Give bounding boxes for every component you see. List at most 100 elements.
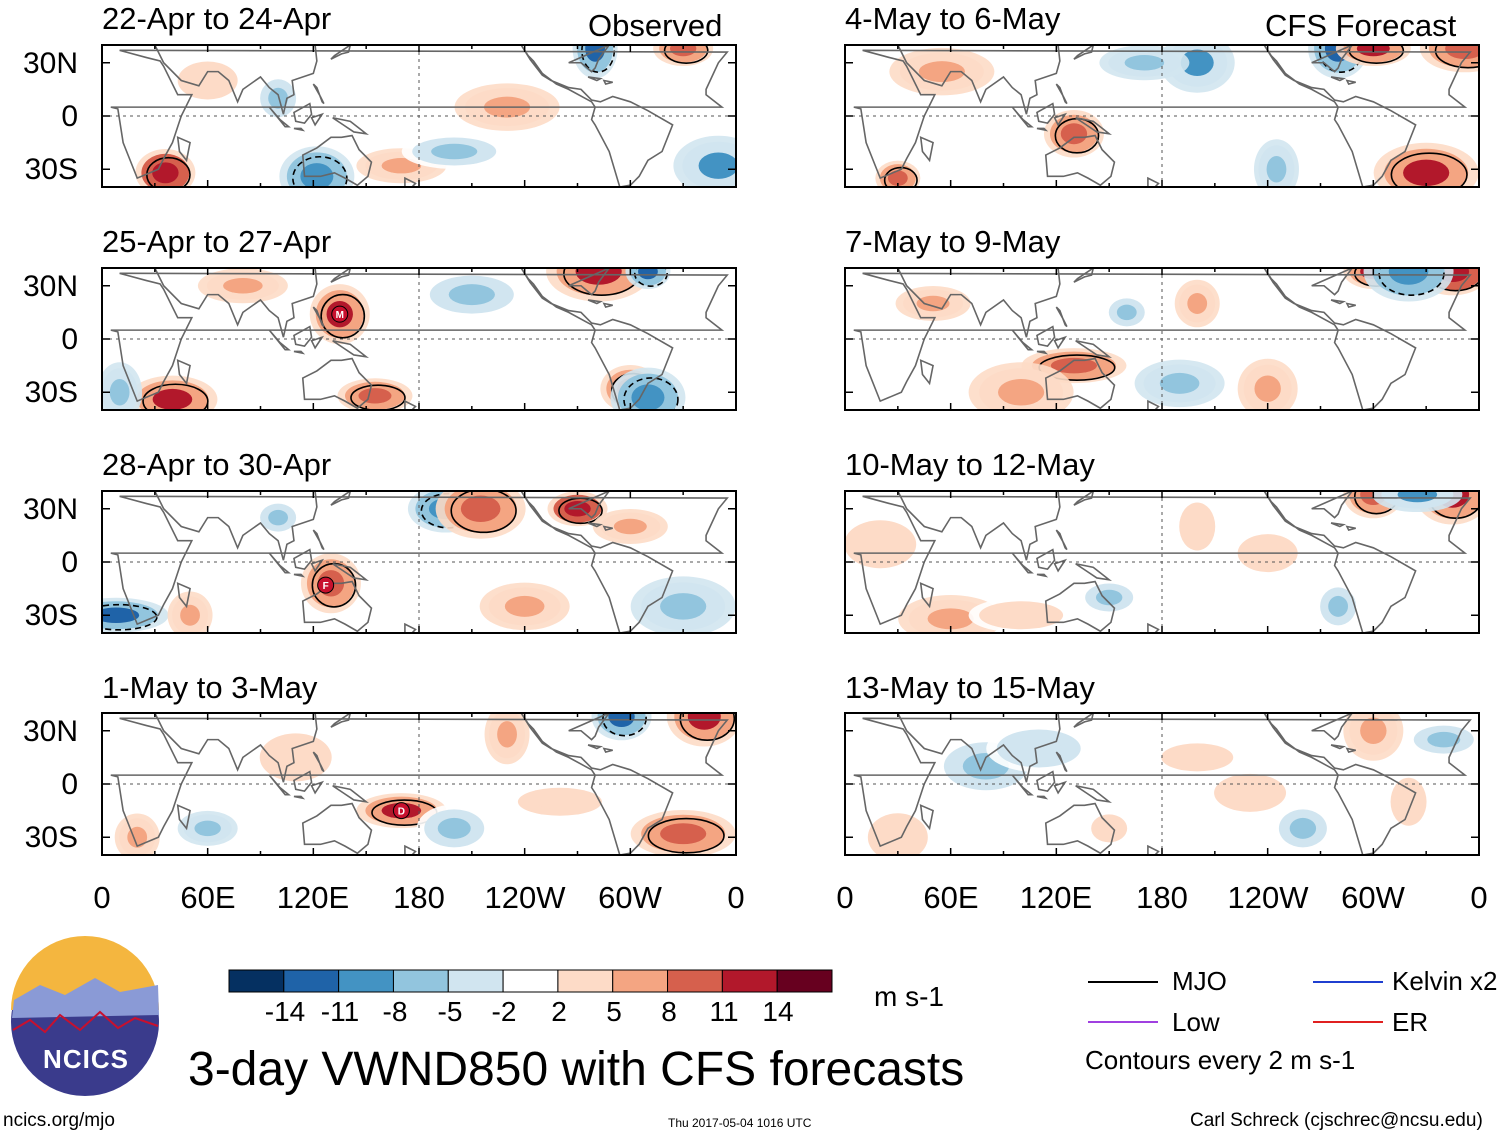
coastline: [404, 399, 417, 410]
coastline: [176, 136, 191, 163]
coastline: [1073, 491, 1095, 506]
coastline: [1073, 268, 1095, 283]
coastline: [153, 268, 318, 338]
anomaly-patch: [631, 384, 665, 410]
coastline: [293, 102, 313, 124]
coastline: [1345, 525, 1356, 531]
coastline: [293, 573, 306, 578]
coastline: [110, 272, 729, 403]
coastline: [404, 622, 417, 633]
coastline: [1044, 357, 1116, 410]
forecast-column-header: CFS Forecast: [1265, 8, 1457, 43]
anomaly-patch: [275, 744, 316, 771]
mjo-contour: [1348, 45, 1405, 64]
x-tick-label: 0: [727, 880, 745, 915]
y-tick-label: 30N: [22, 715, 78, 748]
colorbar-swatch: [776, 969, 833, 993]
anomaly-patch: [300, 163, 334, 187]
coastline: [568, 713, 611, 741]
coastline: [110, 49, 729, 180]
coastline: [1330, 76, 1347, 82]
anomaly-patch: [638, 268, 658, 280]
anomaly-patch: [916, 295, 950, 312]
anomaly-patch: [660, 823, 707, 845]
coastline: [310, 112, 325, 127]
coastline: [1036, 102, 1056, 124]
y-tick-label: 30S: [24, 376, 78, 409]
mjo-contour: [663, 45, 709, 64]
coastline: [1075, 562, 1113, 581]
colorbar-swatch: [612, 969, 669, 993]
coastline: [1075, 339, 1113, 358]
coastline: [520, 713, 674, 855]
panel-title: 7-May to 9-May: [845, 224, 1061, 259]
map-panel: M: [101, 267, 737, 411]
x-tick-label: 60E: [923, 880, 979, 915]
coastline: [919, 136, 934, 163]
coastline: [1147, 399, 1160, 410]
coastline: [1053, 780, 1068, 795]
map-panel: [101, 44, 737, 188]
anomaly-patch: [1388, 268, 1429, 285]
anomaly-patch: [887, 170, 908, 186]
coastline: [404, 176, 417, 187]
map-panel: [844, 44, 1480, 188]
coastline: [293, 770, 313, 792]
colorbar-swatch: [447, 969, 504, 993]
coastline: [1036, 350, 1049, 355]
colorbar-label: 14: [762, 996, 794, 1027]
legend-label-mjo: MJO: [1172, 966, 1227, 996]
map-panel: [844, 490, 1480, 634]
x-tick-label: 0: [93, 880, 111, 915]
coastline: [1073, 45, 1095, 60]
mjo-contour: [142, 383, 209, 410]
coastline: [1044, 580, 1116, 633]
coastline: [853, 495, 1472, 626]
coastline: [1036, 573, 1049, 578]
coastline: [1311, 491, 1354, 519]
anomaly-patch: [1180, 49, 1214, 76]
anomaly-patch: [358, 388, 392, 404]
x-tick-label: 0: [836, 880, 854, 915]
anomaly-patch: [431, 143, 478, 160]
mjo-contour: [450, 491, 517, 534]
coastline: [1345, 747, 1356, 753]
coastline: [602, 79, 613, 85]
coastline: [919, 582, 934, 609]
anomaly-patch: [180, 604, 200, 626]
anomaly-patch: [1187, 293, 1208, 314]
coastline: [919, 359, 934, 386]
footer-url[interactable]: ncics.org/mjo: [3, 1110, 115, 1131]
colorbar-label: -14: [264, 996, 306, 1027]
coastline: [332, 339, 370, 358]
coastline: [1147, 844, 1160, 855]
mjo-contour: [679, 713, 736, 741]
anomaly-patch: [669, 45, 697, 57]
x-tick-label: 60E: [180, 880, 236, 915]
anomaly-patch: [448, 284, 495, 306]
anomaly-patch: [881, 824, 915, 851]
coastline: [587, 744, 604, 750]
coastline: [293, 350, 306, 355]
panel-title: 1-May to 3-May: [102, 670, 318, 705]
coastline: [1345, 302, 1356, 308]
x-tick-label: 60W: [1341, 880, 1405, 915]
y-tick-label: 30N: [22, 270, 78, 303]
coastline: [330, 268, 352, 283]
coastline: [568, 491, 611, 519]
coastline: [1044, 134, 1116, 187]
legend-label-low: Low: [1172, 1007, 1220, 1037]
colorbar-units: m s-1: [874, 981, 944, 1012]
coastline: [919, 804, 934, 831]
coastline: [520, 268, 674, 410]
anomaly-patch: [268, 87, 289, 109]
coastline: [1055, 306, 1068, 328]
colorbar-label: 2: [551, 996, 567, 1027]
colorbar-swatch: [557, 969, 614, 993]
x-tick-label: 0: [1470, 880, 1488, 915]
anomaly-patch: [1397, 491, 1438, 503]
coastline: [301, 802, 373, 855]
coastline: [896, 713, 1061, 783]
coastline: [1075, 116, 1113, 135]
